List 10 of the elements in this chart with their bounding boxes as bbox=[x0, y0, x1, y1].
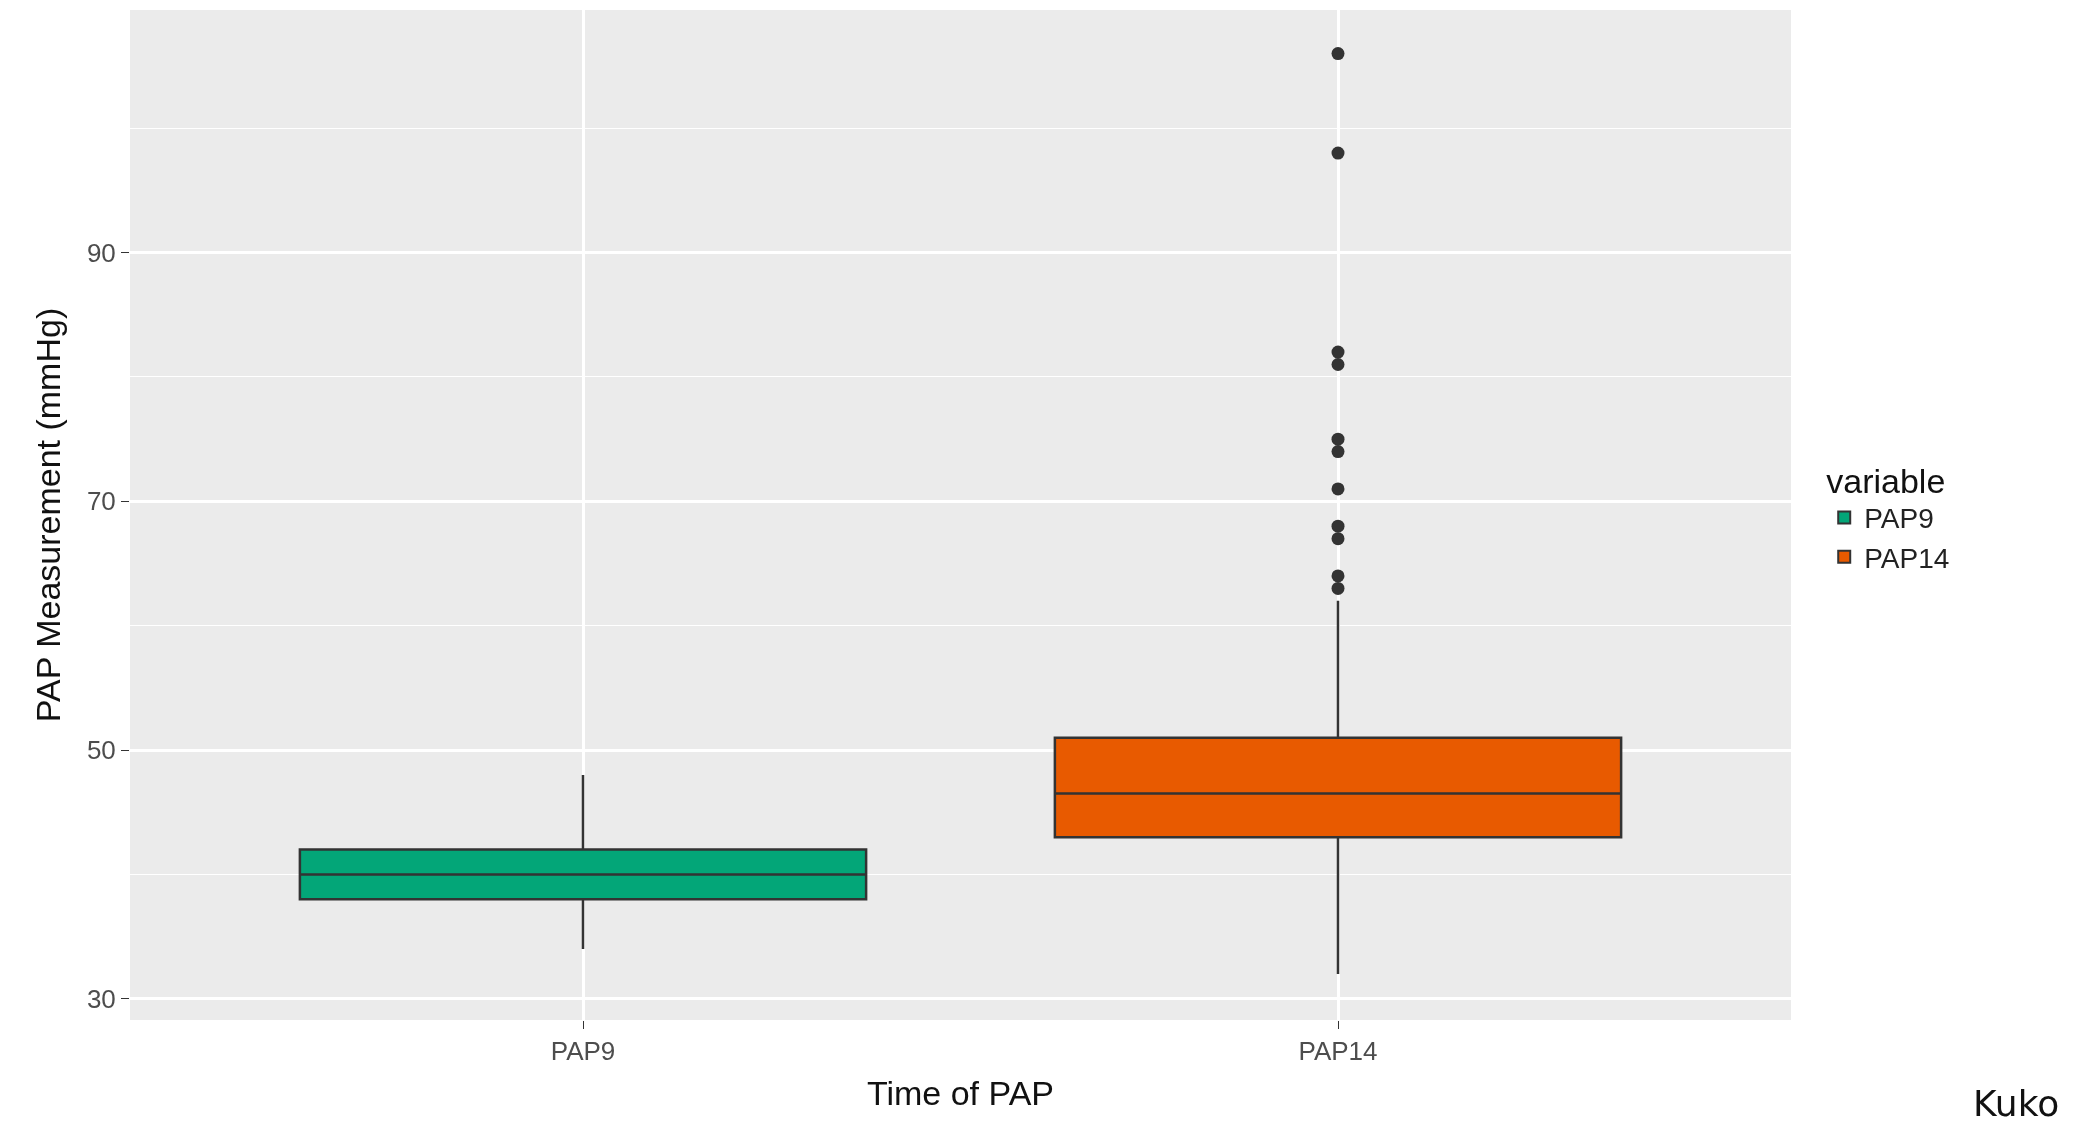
legend-title: variable bbox=[1826, 461, 1946, 500]
text: Kuko bbox=[1973, 1083, 2060, 1124]
y-tick-label: 50 bbox=[86, 735, 116, 766]
y-tick-label: 90 bbox=[86, 237, 116, 268]
y-tick-label: 30 bbox=[86, 983, 116, 1014]
y-axis-title: PAP Measurement (mmHg) bbox=[29, 307, 68, 723]
x-axis-title: Time of PAP bbox=[866, 1073, 1055, 1112]
y-tick-label: 70 bbox=[86, 486, 116, 517]
legend-label: PAP14 bbox=[1864, 542, 1950, 574]
legend-label: PAP9 bbox=[1864, 503, 1934, 535]
